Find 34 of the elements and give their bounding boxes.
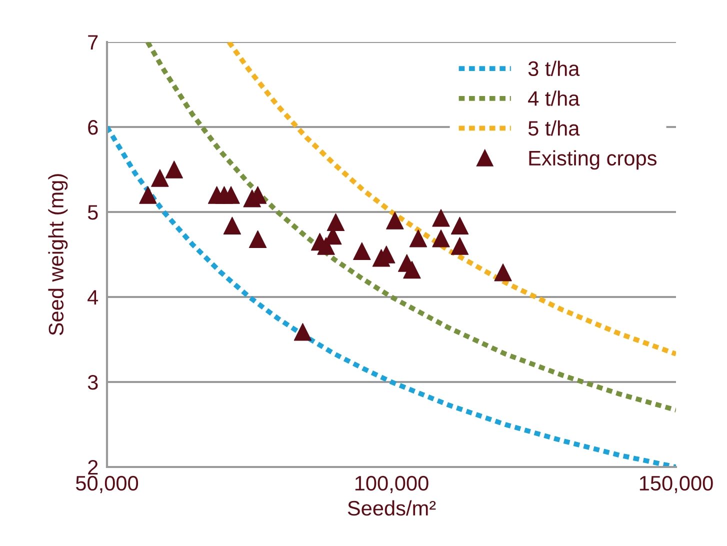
point	[386, 212, 404, 230]
point	[450, 216, 469, 234]
y-axis-title: Seed weight (mg)	[48, 174, 68, 336]
legend-label: 5 t/ha	[528, 120, 580, 136]
point	[353, 242, 371, 260]
x-axis-title: Seeds/m²	[348, 500, 436, 516]
point	[432, 209, 450, 227]
line-series	[226, 42, 676, 356]
y-tick-label: 3	[88, 375, 98, 390]
point	[165, 160, 183, 178]
point	[139, 186, 157, 204]
x-tick-label: 50,000	[76, 476, 138, 494]
x-tick-label: 150,000	[640, 476, 713, 494]
legend-label: Existing crops	[529, 150, 657, 170]
point	[294, 322, 312, 341]
x-tick-label: 100,000	[355, 476, 428, 494]
y-tick-label: 7	[88, 35, 98, 50]
y-tick-label: 2	[88, 460, 98, 475]
legend-label: 3 t/ha	[528, 60, 580, 76]
point	[409, 229, 428, 248]
point	[151, 169, 169, 187]
line-series	[145, 42, 676, 412]
point	[326, 213, 345, 232]
point	[450, 237, 469, 255]
legend-label: 4 t/ha	[528, 90, 580, 106]
point	[494, 263, 512, 282]
point	[403, 260, 421, 279]
y-tick-label: 6	[88, 120, 98, 135]
point	[222, 186, 240, 204]
y-tick-label: 5	[88, 205, 98, 220]
y-tick-label: 4	[88, 290, 98, 305]
point	[432, 229, 450, 248]
point	[223, 216, 242, 234]
point	[248, 230, 267, 248]
